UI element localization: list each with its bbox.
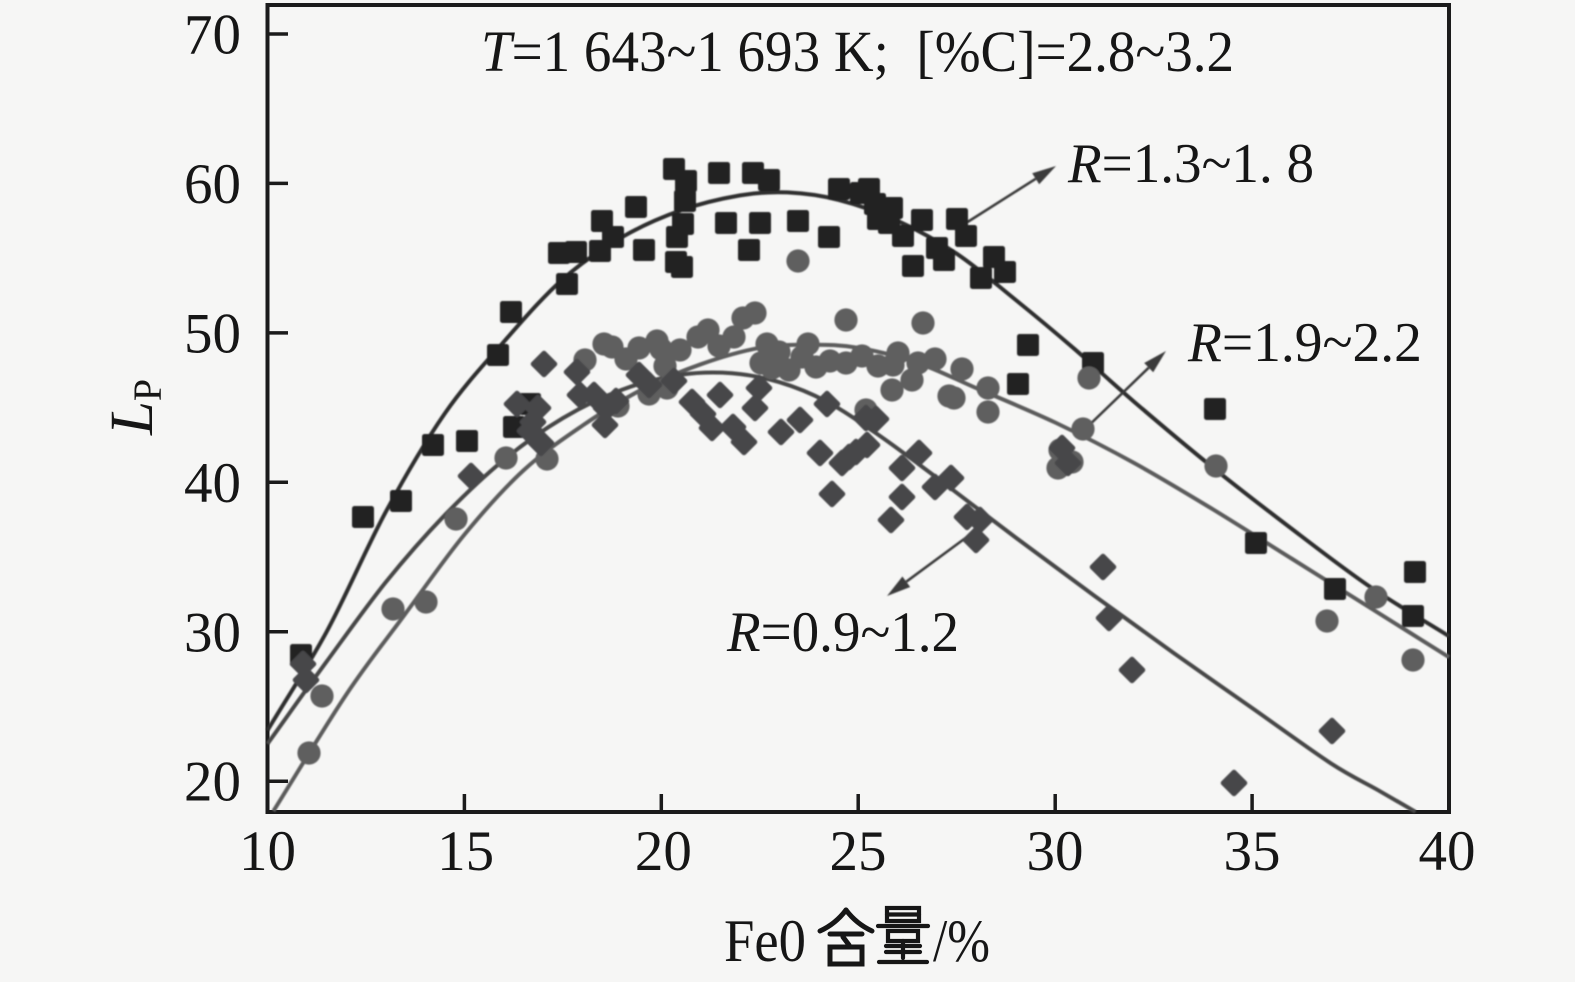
svg-text:70: 70 xyxy=(184,4,241,67)
svg-text:25: 25 xyxy=(830,820,887,883)
svg-text:R=1.9~2.2: R=1.9~2.2 xyxy=(1187,312,1422,374)
svg-text:R=0.9~1.2: R=0.9~1.2 xyxy=(726,601,959,664)
svg-text:/%: /% xyxy=(933,908,990,975)
svg-text:20: 20 xyxy=(184,751,241,814)
svg-text:15: 15 xyxy=(437,820,494,883)
svg-text:LP: LP xyxy=(99,379,170,436)
svg-text:30: 30 xyxy=(1027,820,1084,883)
svg-text:35: 35 xyxy=(1224,820,1281,883)
svg-text:30: 30 xyxy=(184,601,241,664)
svg-text:10: 10 xyxy=(239,820,296,883)
svg-text:60: 60 xyxy=(184,153,241,216)
svg-text:40: 40 xyxy=(184,452,241,515)
svg-text:T=1 643~1 693 K; [%C]=2.8~3.2: T=1 643~1 693 K; [%C]=2.8~3.2 xyxy=(481,21,1234,85)
svg-text:Fe0: Fe0 xyxy=(724,909,806,975)
svg-text:20: 20 xyxy=(635,820,692,883)
svg-text:R=1.3~1. 8: R=1.3~1. 8 xyxy=(1067,133,1314,195)
svg-text:50: 50 xyxy=(184,302,241,365)
svg-text:40: 40 xyxy=(1419,820,1476,883)
